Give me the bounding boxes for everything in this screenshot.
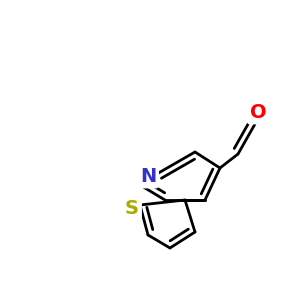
Text: N: N <box>140 167 156 185</box>
Text: O: O <box>250 103 266 122</box>
Text: S: S <box>125 199 139 218</box>
